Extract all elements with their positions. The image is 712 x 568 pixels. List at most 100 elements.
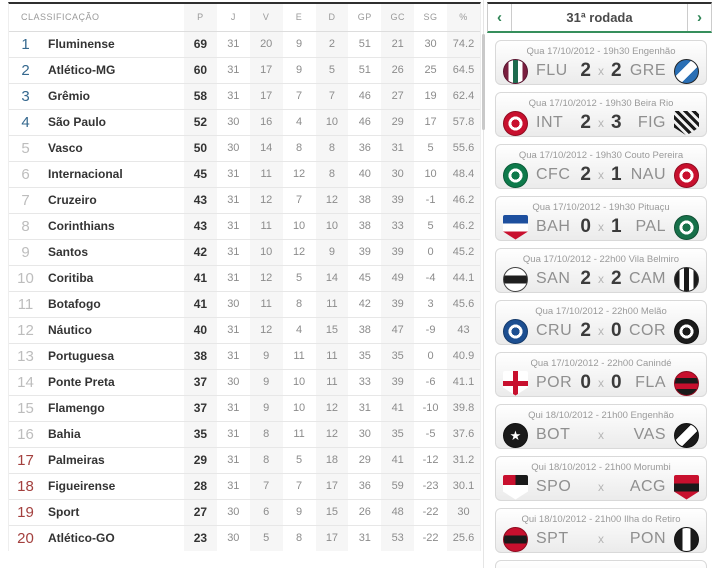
stat-cell: 8: [249, 446, 283, 473]
team-name[interactable]: Portuguesa: [42, 342, 184, 369]
team-name[interactable]: Bahia: [42, 420, 184, 447]
stat-cell: 48: [381, 498, 415, 525]
stat-cell: 49: [381, 264, 415, 291]
table-row[interactable]: 18 Figueirense 28 31 7 7 17 36 59 -23 30.1: [9, 472, 480, 499]
table-row[interactable]: 12 Náutico 40 31 12 4 15 38 47 -9 43: [9, 316, 480, 343]
stat-cell: 11: [249, 212, 283, 239]
match-card[interactable]: Qua 17/10/2012 - 22h00 Melão CRU 2 x 0 COR: [495, 300, 707, 345]
match-card[interactable]: Qua 17/10/2012 - 19h30 Pituaçu BAH 0 x 1 PAL: [495, 196, 707, 241]
stat-cell: 36: [348, 472, 382, 499]
home-team-abbr: CRU: [536, 322, 573, 339]
stat-cell: 30: [216, 498, 250, 525]
table-row[interactable]: 2 Atlético-MG 60 31 17 9 5 51 26 25 64.5: [9, 56, 480, 83]
stat-cell: 14: [249, 134, 283, 161]
match-card[interactable]: Qua 17/10/2012 - 19h30 Beira Rio INT 2 x 3 FI…: [495, 92, 707, 137]
stat-cell: 30: [348, 420, 382, 447]
match-row: ★ BOT x VAS: [496, 421, 706, 448]
next-round-button[interactable]: ›: [687, 4, 711, 31]
match-info: Qua 17/10/2012 - 22h00 Canindé: [530, 358, 672, 369]
match-card[interactable]: Qua 17/10/2012 - 22h00 Vila Belmiro SAN 2 x…: [495, 248, 707, 293]
team-name[interactable]: Sport: [42, 498, 184, 525]
table-row[interactable]: 8 Corinthians 43 31 11 10 10 38 33 5 46.2: [9, 212, 480, 239]
scrollbar-track[interactable]: [483, 0, 484, 568]
home-team-abbr: INT: [536, 114, 564, 131]
table-row[interactable]: 9 Santos 42 31 10 12 9 39 39 0 45.2: [9, 238, 480, 265]
rank-cell: 10: [9, 264, 42, 291]
table-row[interactable]: 19 Sport 27 30 6 9 15 26 48 -22 30: [9, 498, 480, 525]
stat-cell: 8: [249, 420, 283, 447]
team-name[interactable]: Atlético-GO: [42, 524, 184, 551]
match-card[interactable]: Qua 17/10/2012 - 19h30 Couto Pereira CFC 2…: [495, 144, 707, 189]
stat-cell: 29: [381, 108, 415, 135]
table-row[interactable]: 4 São Paulo 52 30 16 4 10 46 29 17 57.8: [9, 108, 480, 135]
stat-cell: 26: [348, 498, 382, 525]
match-card[interactable]: Qui 18/10/2012 - 21h00 Morumbi SPO x ACG: [495, 456, 707, 501]
versus-separator: x: [598, 220, 604, 234]
table-row[interactable]: 1 Fluminense 69 31 20 9 2 51 21 30 74.2: [9, 31, 480, 57]
team-name[interactable]: Palmeiras: [42, 446, 184, 473]
team-name[interactable]: Botafogo: [42, 290, 184, 317]
table-row[interactable]: 5 Vasco 50 30 14 8 8 36 31 5 55.6: [9, 134, 480, 161]
team-name[interactable]: São Paulo: [42, 108, 184, 135]
table-row[interactable]: 17 Palmeiras 29 31 8 5 18 29 41 -12 31.2: [9, 446, 480, 473]
team-name[interactable]: Internacional: [42, 160, 184, 187]
table-row[interactable]: 10 Coritiba 41 31 12 5 14 45 49 -4 44.1: [9, 264, 480, 291]
table-row[interactable]: 14 Ponte Preta 37 30 9 10 11 33 39 -6 41.1: [9, 368, 480, 395]
round-sidebar: ‹ 31ª rodada › Qua 17/10/2012 - 19h30 En…: [487, 2, 712, 568]
stat-cell: 69: [184, 31, 217, 57]
match-card[interactable]: Qua 17/10/2012 - 22h00 Canindé POR 0 x 0 FLA: [495, 352, 707, 397]
stat-cell: 39: [381, 368, 415, 395]
rank-cell: 5: [9, 134, 42, 161]
stat-cell: -23: [414, 472, 447, 499]
match-card[interactable]: Qua 17/10/2012 - 19h30 Engenhão FLU 2 x 2 GRE: [495, 40, 707, 85]
stat-cell: 9: [249, 394, 283, 421]
stat-cell: 39: [381, 186, 415, 213]
home-team-abbr: FLU: [536, 62, 568, 79]
match-card[interactable]: Qui 18/10/2012 - 21h00 Ilha do Retiro SPT…: [495, 508, 707, 553]
stat-cell: 30: [216, 108, 250, 135]
table-row[interactable]: 16 Bahia 35 31 8 11 12 30 35 -5 37.6: [9, 420, 480, 447]
team-name[interactable]: Náutico: [42, 316, 184, 343]
team-name[interactable]: Flamengo: [42, 394, 184, 421]
table-row[interactable]: 6 Internacional 45 31 11 12 8 40 30 10 48.4: [9, 160, 480, 187]
team-name[interactable]: Grêmio: [42, 82, 184, 109]
prev-round-button[interactable]: ‹: [488, 4, 512, 31]
team-name[interactable]: Cruzeiro: [42, 186, 184, 213]
stat-cell: -6: [414, 368, 447, 395]
por-badge-icon: [503, 370, 528, 396]
team-name[interactable]: Atlético-MG: [42, 56, 184, 83]
match-card[interactable]: Qui 18/10/2012 - 21h00 Engenhão ★ BOT x VAS: [495, 404, 707, 449]
match-row: SPO x ACG: [496, 473, 706, 500]
pon-badge-icon: [674, 526, 699, 552]
table-row[interactable]: 20 Atlético-GO 23 30 5 8 17 31 53 -22 25.6: [9, 524, 480, 551]
stat-cell: 30: [447, 498, 480, 525]
team-name[interactable]: Coritiba: [42, 264, 184, 291]
match-row: SPT x PON: [496, 525, 706, 552]
stat-cell: 10: [414, 160, 447, 187]
table-row[interactable]: 3 Grêmio 58 31 17 7 7 46 27 19 62.4: [9, 82, 480, 109]
team-name[interactable]: Figueirense: [42, 472, 184, 499]
table-row[interactable]: 13 Portuguesa 38 31 9 11 11 35 35 0 40.9: [9, 342, 480, 369]
team-name[interactable]: Vasco: [42, 134, 184, 161]
team-name[interactable]: Corinthians: [42, 212, 184, 239]
stat-cell: 9: [249, 368, 283, 395]
team-name[interactable]: Fluminense: [48, 37, 115, 51]
stat-cell: 5: [414, 134, 447, 161]
table-row[interactable]: 15 Flamengo 37 31 9 10 12 31 41 -10 39.8: [9, 394, 480, 421]
stat-cell: 51: [358, 38, 371, 50]
match-card-partial[interactable]: [495, 560, 707, 568]
stat-cell: 38: [348, 212, 382, 239]
table-row[interactable]: 11 Botafogo 41 30 11 8 11 42 39 3 45.6: [9, 290, 480, 317]
team-name[interactable]: Ponte Preta: [42, 368, 184, 395]
away-team-abbr: PAL: [635, 218, 666, 235]
table-row[interactable]: 7 Cruzeiro 43 31 12 7 12 38 39 -1 46.2: [9, 186, 480, 213]
rank-cell: 3: [9, 82, 42, 109]
stat-cell: 31: [381, 134, 415, 161]
scrollbar-thumb[interactable]: [482, 34, 485, 130]
versus-separator: x: [598, 428, 604, 442]
team-name[interactable]: Santos: [42, 238, 184, 265]
stat-cell: 50: [184, 134, 217, 161]
away-score: 0: [611, 320, 622, 341]
